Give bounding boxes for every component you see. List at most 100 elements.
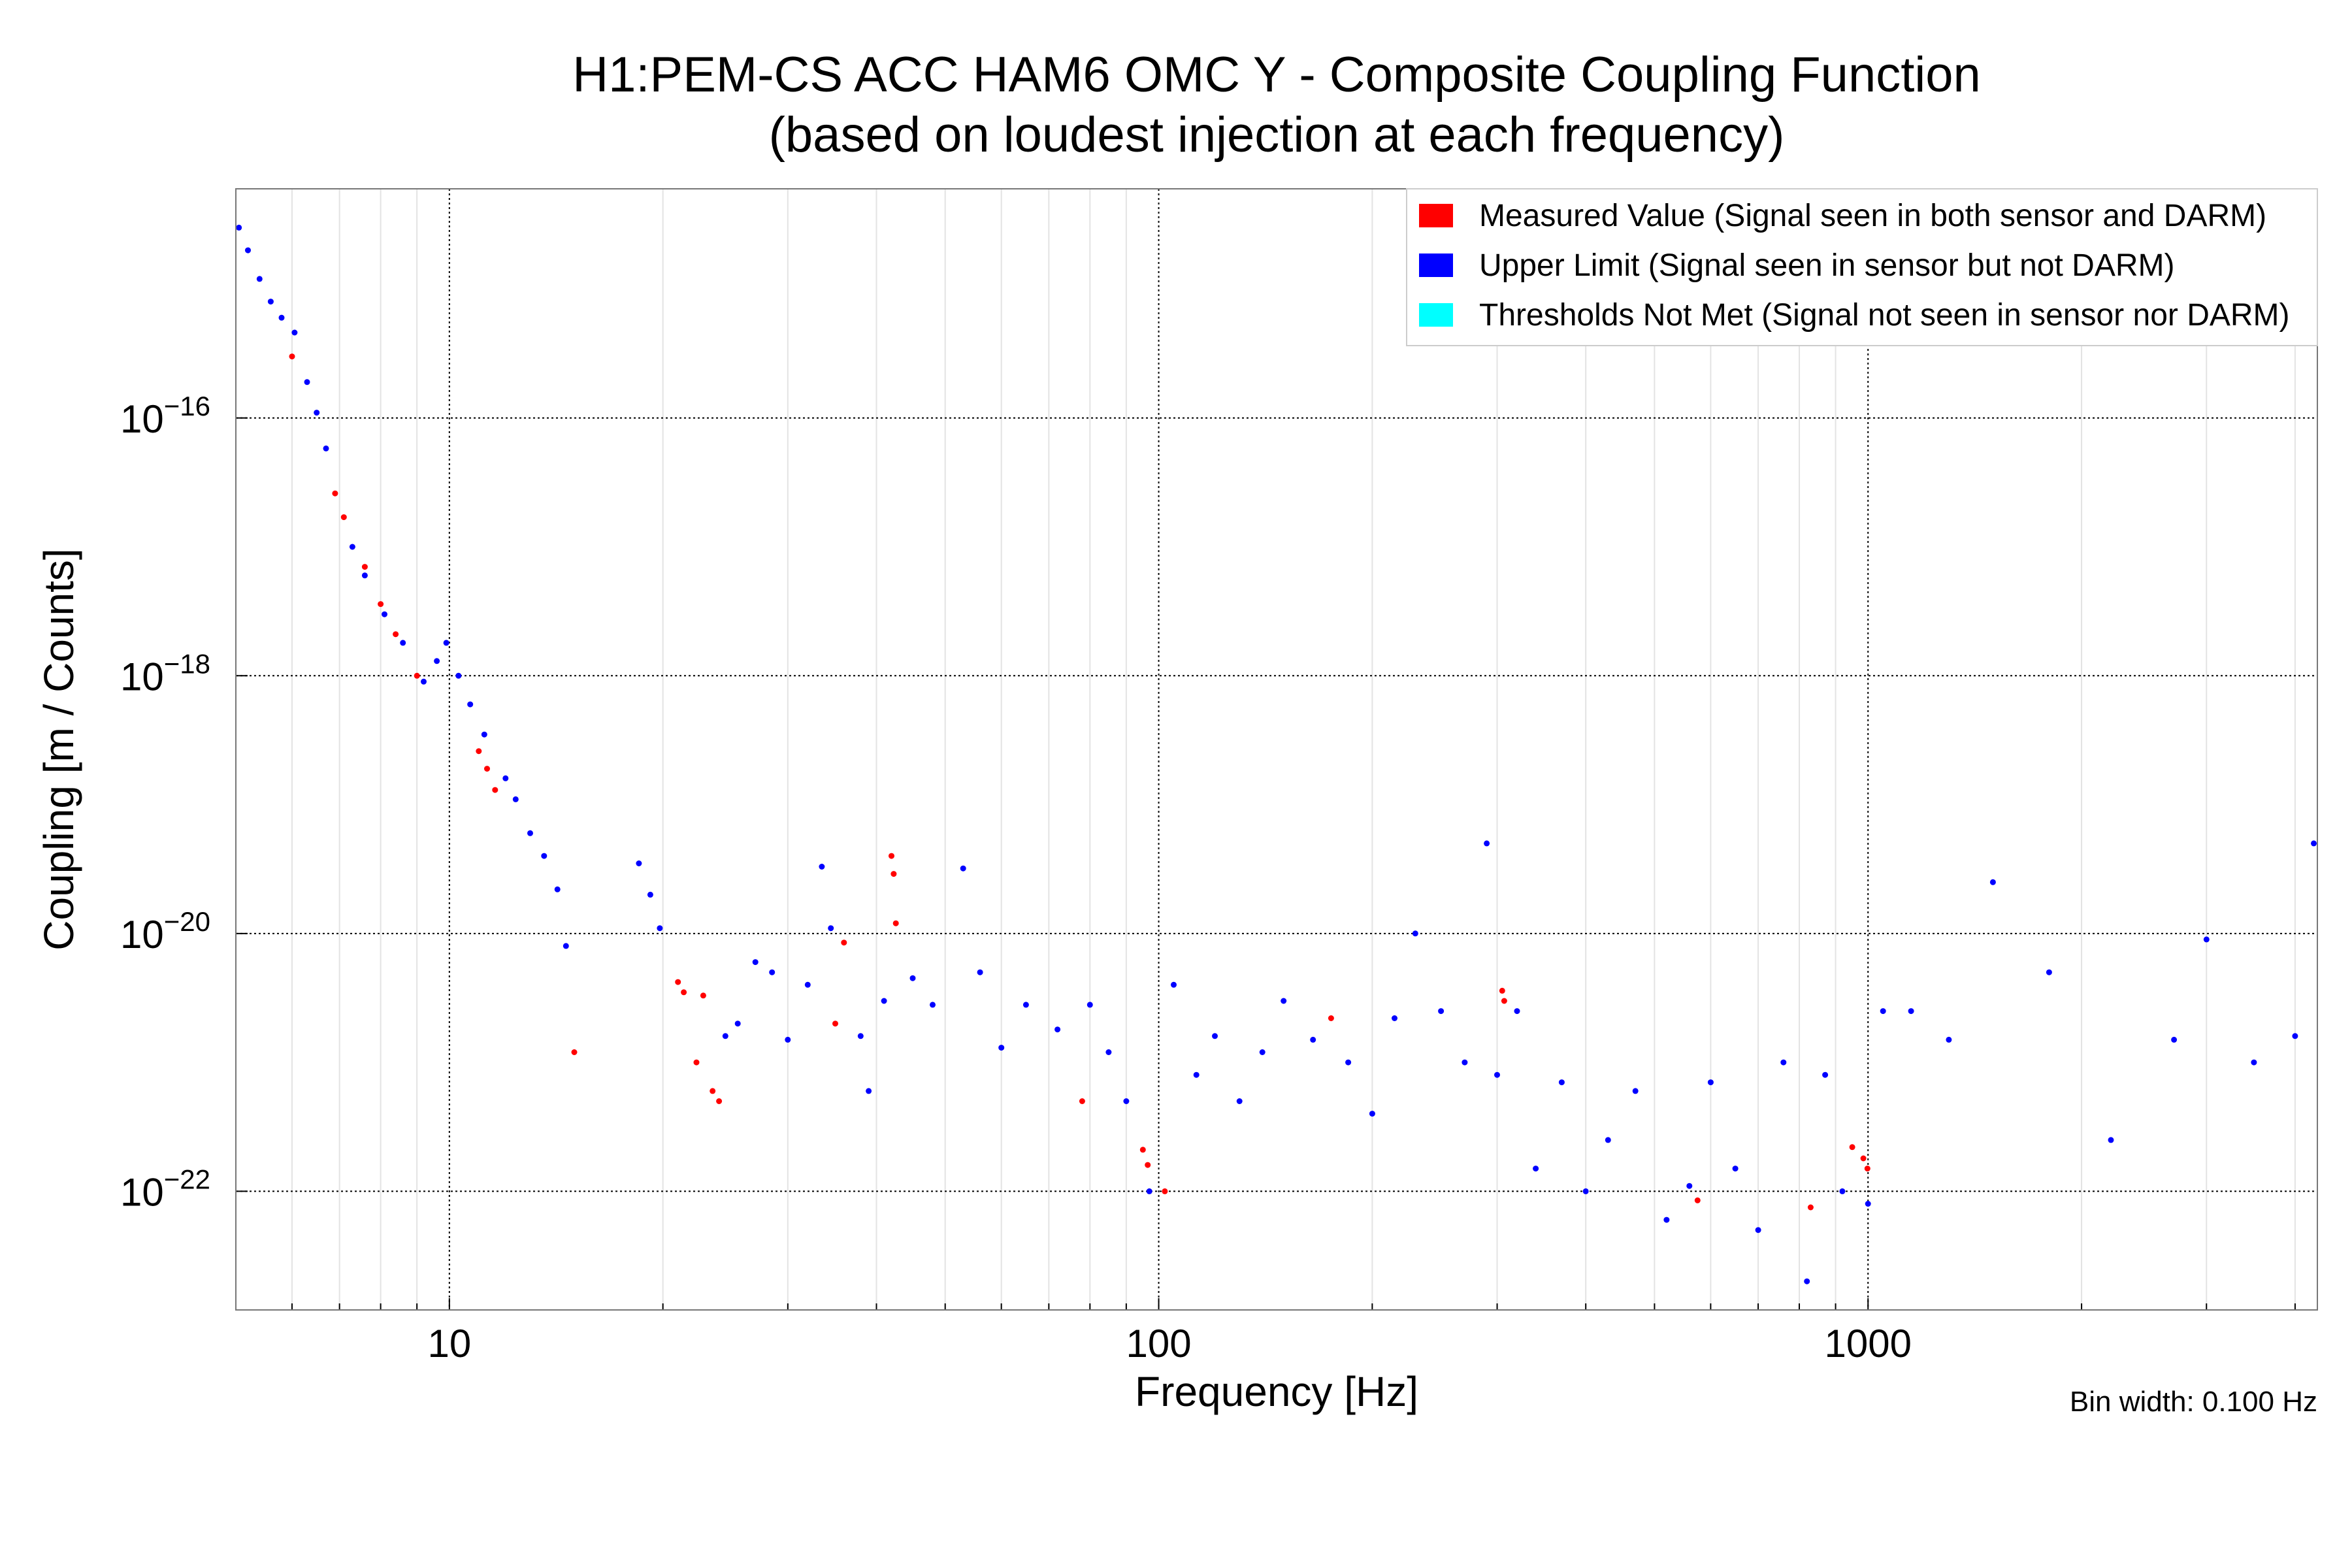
data-point-s0-29 — [1694, 1197, 1701, 1203]
bin-width-note: Bin width: 0.100 Hz — [2070, 1386, 2317, 1418]
legend-entry-upper-limit: Upper Limit (Signal seen in sensor but n… — [1419, 248, 2174, 283]
data-point-s1-60 — [1412, 930, 1418, 937]
data-point-s1-62 — [1462, 1059, 1468, 1066]
data-point-s1-52 — [1212, 1033, 1218, 1039]
legend-swatch-upper-limit — [1419, 253, 1453, 277]
data-point-s1-83 — [1946, 1036, 1952, 1043]
data-point-s1-18 — [481, 731, 487, 738]
data-point-s0-3 — [361, 564, 368, 570]
data-point-s1-38 — [881, 998, 887, 1004]
data-point-s1-79 — [1839, 1188, 1846, 1194]
data-point-s0-4 — [378, 601, 384, 608]
grid-layer — [235, 189, 2317, 1310]
data-point-s0-22 — [1079, 1098, 1085, 1104]
data-point-s1-3 — [267, 299, 274, 305]
data-point-s1-53 — [1236, 1098, 1243, 1104]
x-axis-label: Frequency [Hz] — [1135, 1368, 1418, 1415]
data-point-s0-28 — [1501, 998, 1507, 1004]
data-point-s1-89 — [2251, 1059, 2257, 1066]
data-point-s0-17 — [832, 1021, 838, 1027]
data-point-s0-27 — [1499, 987, 1505, 994]
data-point-s1-8 — [323, 445, 329, 451]
data-point-s1-43 — [998, 1045, 1005, 1051]
legend-label-measured: Measured Value (Signal seen in both sens… — [1479, 199, 2266, 233]
data-point-s1-4 — [278, 314, 285, 321]
data-point-s0-9 — [492, 787, 498, 793]
data-point-s0-16 — [716, 1098, 723, 1104]
data-point-s1-36 — [857, 1033, 864, 1039]
x-tick-label-0: 10 — [427, 1322, 471, 1365]
data-point-s1-32 — [785, 1036, 791, 1043]
data-point-s1-77 — [1804, 1278, 1810, 1284]
x-tick-label-2: 1000 — [1824, 1322, 1911, 1365]
data-point-s0-12 — [681, 989, 687, 996]
data-point-s1-75 — [1755, 1227, 1761, 1233]
data-point-s1-90 — [2292, 1033, 2298, 1039]
data-point-s1-45 — [1054, 1026, 1061, 1033]
legend-swatch-thresholds — [1419, 303, 1453, 327]
legend-entry-measured: Measured Value (Signal seen in both sens… — [1419, 199, 2266, 233]
data-point-s1-61 — [1438, 1008, 1445, 1015]
data-point-s1-47 — [1105, 1049, 1112, 1055]
data-point-s1-59 — [1392, 1015, 1397, 1021]
data-point-s1-34 — [819, 864, 825, 870]
legend-box — [1406, 188, 2318, 346]
data-point-s0-7 — [476, 748, 482, 755]
y-tick-label-3: 10−22 — [120, 1164, 210, 1214]
data-point-s1-20 — [512, 796, 519, 802]
data-point-s0-6 — [414, 672, 420, 679]
plot-frame — [235, 188, 2318, 1311]
data-point-s1-22 — [541, 853, 547, 859]
data-point-s1-13 — [421, 678, 427, 685]
data-point-s1-9 — [349, 544, 355, 550]
y-tick-label-2: 10−20 — [120, 906, 210, 956]
y-tick-label-1: 10−18 — [120, 648, 210, 698]
data-point-s1-55 — [1281, 998, 1287, 1004]
data-point-s1-74 — [1732, 1166, 1739, 1172]
data-point-s1-84 — [1989, 879, 1996, 885]
data-point-s1-39 — [909, 975, 916, 981]
y-tick-label-0: 10−16 — [120, 391, 210, 441]
data-point-s1-50 — [1171, 981, 1177, 988]
data-point-s1-72 — [1686, 1183, 1693, 1189]
data-point-s0-19 — [889, 853, 894, 859]
data-point-s1-70 — [1632, 1088, 1639, 1094]
data-point-s1-12 — [400, 640, 406, 646]
data-point-s1-57 — [1345, 1059, 1352, 1066]
data-point-s1-23 — [554, 886, 561, 892]
data-point-s1-71 — [1663, 1217, 1670, 1223]
data-point-s1-76 — [1780, 1059, 1787, 1066]
data-point-s1-54 — [1259, 1049, 1266, 1055]
data-point-s1-31 — [769, 969, 776, 975]
series-1 — [236, 224, 2317, 1284]
data-point-s0-23 — [1139, 1147, 1146, 1153]
data-point-s1-42 — [977, 969, 983, 975]
data-point-s1-73 — [1707, 1079, 1714, 1086]
y-axis-label: Coupling [m / Counts] — [35, 548, 82, 950]
data-point-s0-18 — [841, 939, 847, 946]
data-point-s0-0 — [289, 353, 295, 360]
data-point-s1-5 — [291, 329, 298, 336]
x-tick-label-1: 100 — [1126, 1322, 1191, 1365]
legend-label-upper-limit: Upper Limit (Signal seen in sensor but n… — [1479, 248, 2174, 283]
data-point-s0-15 — [710, 1088, 716, 1094]
ticks-layer: 10 100 1000 10−16 10−18 10−20 10−22 — [120, 391, 2296, 1365]
data-point-s1-16 — [455, 672, 462, 679]
legend: Measured Value (Signal seen in both sens… — [1406, 188, 2318, 346]
data-point-s0-2 — [340, 514, 347, 521]
data-point-s1-56 — [1310, 1036, 1316, 1043]
data-point-s1-25 — [636, 860, 642, 866]
data-point-s0-33 — [1864, 1166, 1870, 1172]
data-point-s1-26 — [647, 891, 653, 898]
data-point-s1-19 — [502, 775, 509, 781]
data-point-s1-17 — [467, 701, 474, 708]
data-point-s0-5 — [393, 631, 399, 638]
data-point-s1-63 — [1484, 840, 1490, 847]
data-point-s0-14 — [700, 992, 706, 999]
chart-title: H1:PEM-CS ACC HAM6 OMC Y - Composite Cou… — [572, 47, 1981, 103]
data-point-s1-14 — [434, 658, 440, 664]
data-point-s1-29 — [734, 1021, 741, 1027]
data-point-s1-68 — [1582, 1188, 1589, 1194]
data-point-s1-27 — [657, 925, 663, 932]
